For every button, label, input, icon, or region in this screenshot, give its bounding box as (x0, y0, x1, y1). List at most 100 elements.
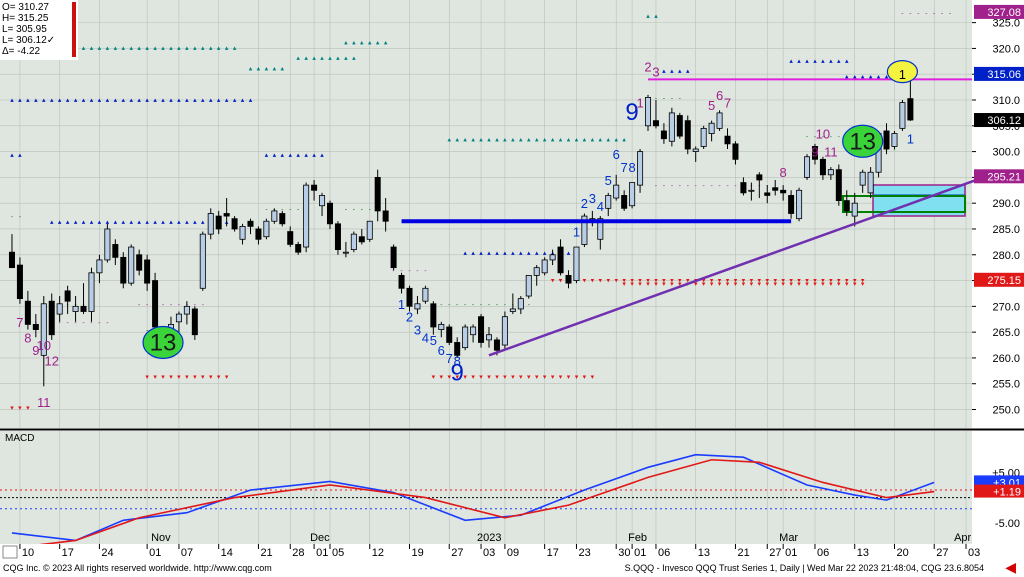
tdst-marker: - (671, 95, 674, 102)
sell-marker: ▾ (471, 374, 475, 381)
buy-marker: ▴ (185, 97, 189, 104)
green-zone-box (842, 195, 966, 213)
candle-body (207, 213, 214, 235)
setup-marker: ▴ (304, 55, 308, 62)
thirteen-label: 13 (150, 329, 177, 356)
buy-marker: ▴ (877, 73, 881, 80)
macd-value-label: +1.19 (993, 487, 1021, 499)
x-tick-label: 13 (698, 547, 710, 559)
sell-marker: ▾ (463, 374, 467, 381)
buy-marker: ▴ (535, 250, 539, 257)
candle-body (660, 130, 667, 140)
quote-high: H= 315.25 (2, 13, 49, 24)
candle-body (112, 244, 119, 258)
sell-marker: ▾ (551, 278, 555, 285)
price-axis[interactable]: 250.0255.0260.0265.0270.0275.0280.0285.0… (972, 4, 1024, 417)
sell-marker: ▾ (845, 278, 849, 285)
sell-marker: ▾ (543, 374, 547, 381)
candle-body (883, 130, 890, 150)
risk-marker: - (909, 10, 912, 17)
candle-body (56, 303, 63, 315)
candle-body (788, 195, 795, 214)
buy-marker: ▴ (98, 97, 102, 104)
candle-body (827, 169, 834, 176)
buy-marker: ▴ (66, 219, 70, 226)
sell-marker: ▾ (853, 278, 857, 285)
sell-marker: ▾ (813, 281, 817, 288)
x-tick-label: 01 (785, 547, 797, 559)
price-label-bg (974, 113, 1024, 128)
candle-body (621, 195, 628, 209)
buy-marker: ▴ (58, 97, 62, 104)
candle-body (422, 287, 429, 302)
buy-marker: ▴ (26, 97, 30, 104)
sell-marker: ▾ (567, 374, 571, 381)
count-label: 3 (414, 323, 421, 338)
scroll-box (2, 545, 18, 559)
candle-body (533, 267, 540, 276)
trendline (488, 178, 977, 357)
count-label: 1 (907, 132, 914, 147)
buy-marker: ▴ (217, 97, 221, 104)
count-label: 7 (16, 315, 23, 330)
buy-marker: ▴ (58, 219, 62, 226)
buy-marker: ▴ (66, 97, 70, 104)
sell-marker: ▾ (813, 278, 817, 285)
y-tick-label: 320.0 (992, 43, 1020, 55)
sell-marker: ▾ (781, 278, 785, 285)
candle-body (295, 244, 302, 253)
setup-marker: ▴ (654, 13, 658, 20)
macd-axis[interactable]: +5.00-5.00+3.01+1.19 (974, 467, 1024, 530)
setup-marker: ▴ (193, 45, 197, 52)
risk-marker: - (178, 302, 181, 309)
sell-marker: ▾ (153, 374, 157, 381)
candle-body (136, 254, 143, 271)
x-tick-label: 17 (547, 547, 559, 559)
candle-body (319, 195, 326, 207)
candle-body (398, 275, 405, 289)
thirteen-circle (842, 124, 884, 158)
month-label: 2023 (477, 532, 501, 544)
month-label: Mar (779, 532, 798, 544)
count-label: 1 (398, 297, 405, 312)
setup-marker: ▴ (559, 137, 563, 144)
candle-body (501, 316, 508, 346)
setup-marker: ▴ (129, 45, 133, 52)
buy-marker: ▴ (288, 152, 292, 159)
setup-marker: ▴ (599, 137, 603, 144)
buy-marker: ▴ (114, 219, 118, 226)
sell-marker: ▾ (678, 278, 682, 285)
setup-marker: ▴ (153, 45, 157, 52)
sell-marker: ▾ (758, 281, 762, 288)
buy-marker: ▴ (837, 58, 841, 65)
back-arrow-icon[interactable]: ◀ (1005, 559, 1016, 575)
candle-body (684, 120, 691, 150)
sell-marker: ▾ (559, 278, 563, 285)
candle-body (8, 251, 15, 269)
candle-body (406, 287, 413, 307)
buy-marker: ▴ (312, 152, 316, 159)
candle-body (613, 184, 620, 199)
candle-body (96, 259, 103, 274)
candle-body (350, 233, 357, 251)
candle-body (247, 220, 254, 227)
tdst-marker: - (528, 302, 531, 309)
price-chart[interactable]: ▾ ▾ ▾ ▾ ▾ ▾ ▾ ▾ ▾ ▾ ▾ ▾ ▾ ▾ ▾ ▾ ▾ ▾ ▾ ▾ ▾ ▾ ▾ ▾ ▾ ▾ ▾ ▾ ▾ ▾ ▾ ▾ ▾ ▾ ▾ ▾ ▾ ▾ ▾ ▾… (0, 0, 1024, 559)
candle-body (120, 256, 127, 284)
candle-body (191, 308, 198, 336)
count-label: 11 (37, 395, 51, 410)
highlight-circle (886, 60, 919, 84)
sell-marker: ▾ (797, 278, 801, 285)
buy-marker: ▴ (42, 97, 46, 104)
count-label: 3 (589, 191, 596, 206)
sell-marker: ▾ (758, 278, 762, 285)
y-tick-label: 265.0 (992, 327, 1020, 339)
tdst-marker: - (488, 302, 491, 309)
buy-marker: ▴ (50, 97, 54, 104)
date-axis[interactable]: 10 17 24 01 07 14 21 28 01 05 12 19 27 03 09 17 23 30 01 06… (0, 532, 1024, 559)
setup-marker: ▴ (98, 45, 102, 52)
price-label-bg (974, 4, 1024, 19)
setup-marker: ▴ (249, 66, 253, 73)
setup-marker: ▴ (225, 45, 229, 52)
buy-marker: ▴ (487, 250, 491, 257)
